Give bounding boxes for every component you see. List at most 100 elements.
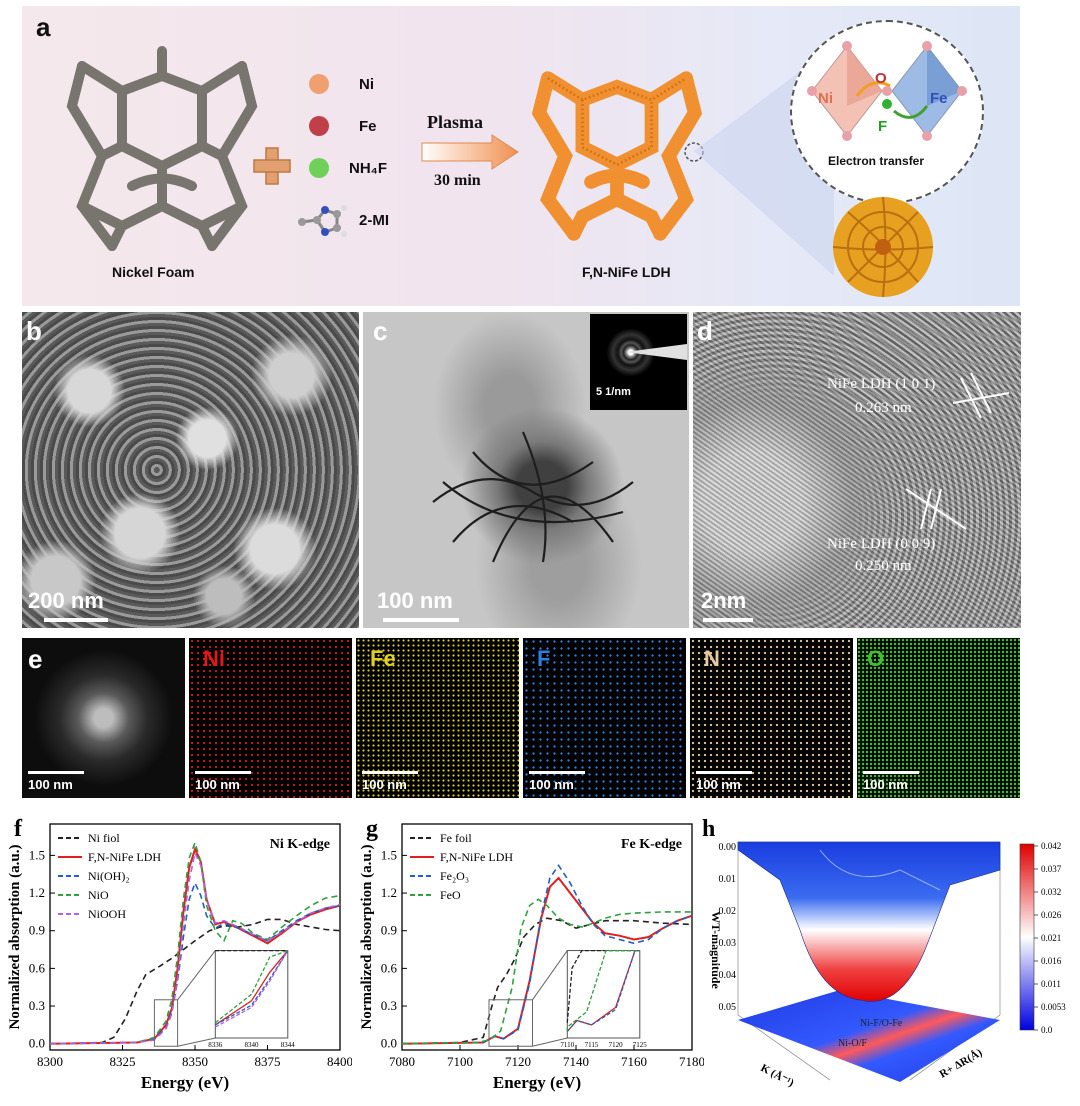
- x-tick-label: 7080: [389, 1054, 415, 1069]
- y-tick-label: 0.3: [381, 998, 397, 1013]
- map-scale-label-2: 100 nm: [362, 777, 407, 792]
- inset-series-line-0: [566, 949, 640, 1023]
- panel-letter-d: d: [697, 316, 713, 346]
- legend-label-4: NiOOH: [88, 907, 126, 921]
- x-tick-label: 7180: [679, 1054, 704, 1069]
- inset-series-line-1: [214, 950, 289, 1026]
- colorbar-tick-label: 0.0: [1041, 1025, 1053, 1035]
- tem-sheet-strokes: [432, 431, 634, 563]
- inset-frame: [566, 950, 641, 1039]
- y-tick-label: 0.3: [29, 998, 45, 1013]
- duration-label: 30 min: [434, 172, 481, 189]
- scale-label-b: 200 nm: [28, 588, 104, 613]
- colorbar: [1019, 843, 1035, 1031]
- inset-series-line-3: [214, 949, 289, 1024]
- saed-scale-label: 5 1/nm: [596, 386, 631, 398]
- zoom-connector: [177, 1037, 216, 1047]
- inset-fe-label: Fe: [930, 90, 948, 107]
- y-tick-label: 1.5: [29, 847, 45, 862]
- z-tick-label: 0.00: [719, 842, 737, 853]
- plasma-label: Plasma: [427, 112, 483, 132]
- legend-label-1: F,N-NiFe LDH: [440, 850, 513, 864]
- octahedra-icon: [807, 41, 967, 141]
- legend-nh4f-label: NH₄F: [349, 160, 387, 177]
- map-scale-3: 100 nm: [529, 771, 585, 792]
- y-tick-label: 0.0: [29, 1036, 45, 1051]
- fe-sphere-icon: [309, 116, 329, 136]
- chart-title: Fe K-edge: [621, 837, 682, 852]
- colorbar-tick-label: 0.037: [1041, 864, 1062, 874]
- electron-transfer-caption: Electron transfer: [828, 154, 925, 168]
- nh4f-sphere-icon: [309, 158, 329, 178]
- y-tick-label: 0.0: [381, 1036, 397, 1051]
- colorbar-tick-label: 0.0053: [1041, 1002, 1066, 1012]
- colorbar-tick-label: 0.021: [1041, 933, 1061, 943]
- plot-frame: [401, 823, 693, 1051]
- inset-x-tick-label: 7115: [585, 1041, 599, 1049]
- scale-bar-b: 200 nm: [28, 588, 108, 622]
- y-axis-label: Normalized absorption (a.u.): [359, 845, 375, 1030]
- haadf-map: e 100 nm: [22, 638, 185, 798]
- legend-label-3: NiO: [88, 888, 109, 902]
- o-map: O 100 nm: [857, 638, 1020, 798]
- colorbar-tick-label: 0.011: [1041, 979, 1061, 989]
- wt-surface-ridge: [819, 849, 941, 891]
- x-tick-label: 8350: [182, 1054, 208, 1069]
- x-tick-label: 8300: [37, 1054, 63, 1069]
- annotation-ni-f-o-fe: Ni-F/O-Fe: [860, 1018, 903, 1029]
- plasma-arrow: [421, 134, 519, 170]
- map-scale-1: 100 nm: [195, 771, 251, 792]
- z-tick-label: 0.02: [719, 906, 737, 917]
- lattice-marker-1: [952, 372, 1010, 419]
- chart-title: Ni K-edge: [270, 837, 330, 852]
- scale-line-c: [383, 618, 459, 622]
- map-scale-label-5: 100 nm: [863, 777, 908, 792]
- legend-label-1: F,N-NiFe LDH: [88, 850, 161, 864]
- z-axis-label: WT-magnitude: [709, 911, 723, 989]
- coated-foam-illustration: [531, 71, 703, 241]
- nickel-foam-label: Nickel Foam: [112, 264, 195, 280]
- panel-e-eds-maps: e 100 nm Ni 100 nm Fe 100 nm F 100 nm N …: [22, 638, 1020, 800]
- nanoflower-icon: [832, 196, 934, 298]
- panel-letter-a: a: [36, 12, 51, 42]
- colorbar-tick-label: 0.026: [1041, 910, 1062, 920]
- map-scale-2: 100 nm: [362, 771, 418, 792]
- inset-series-line-3: [566, 949, 640, 1032]
- y-tick-label: 1.5: [381, 847, 397, 862]
- reagent-legend: Ni Fe NH₄F 2-MI: [298, 72, 437, 262]
- nickel-foam-illustration: [66, 46, 258, 251]
- map-scale-0: 100 nm: [28, 771, 84, 792]
- fringe-label-2-spacing: 0.250 nm: [855, 558, 912, 574]
- beam-stop-icon: [625, 344, 687, 360]
- scale-label-d: 2nm: [701, 588, 747, 613]
- y-axis-label: Normalized absorption (a.u.): [7, 845, 23, 1030]
- x-tick-label: 8400: [327, 1054, 352, 1069]
- wt-floor-heatmap: [738, 990, 1000, 1082]
- x-tick-label: 7140: [563, 1054, 589, 1069]
- legend-ni-label: Ni: [359, 76, 374, 93]
- inset-x-tick-label: 7120: [609, 1041, 624, 1049]
- fringe-label-1-plane: NiFe LDH (1 0 1): [827, 376, 936, 392]
- ni-sphere-icon: [309, 74, 329, 94]
- panel-d-hrtem-image: d NiFe LDH (1 0 1) 0.263 nm NiFe LDH (0 …: [693, 312, 1021, 628]
- legend-label-0: Ni fiol: [88, 831, 120, 845]
- annotation-ni-o-f: Ni-O/F: [838, 1038, 867, 1049]
- x-axis-label-h: K (Å⁻¹): [759, 1062, 796, 1090]
- y-tick-label: 0.9: [29, 923, 45, 938]
- inset-o-label: O: [875, 70, 887, 87]
- map-label-1: Ni: [203, 646, 225, 671]
- y-tick-label: 1.2: [381, 885, 397, 900]
- zoom-connector: [177, 950, 216, 1001]
- x-tick-label: 7160: [621, 1054, 647, 1069]
- map-label-4: N: [704, 646, 720, 671]
- plus-icon: [253, 147, 291, 185]
- y-tick-label: 0.9: [381, 923, 397, 938]
- legend-label-2: Ni(OH)₂: [88, 869, 130, 883]
- colorbar-ticks: 0.042 0.037 0.032 0.026 0.021 0.016 0.011 0.005…: [1034, 841, 1066, 1035]
- series-line-2: [401, 863, 693, 1045]
- x-axis-label: Energy (eV): [493, 1073, 581, 1092]
- y-tick-label: 1.2: [29, 885, 45, 900]
- x-tick-label: 7120: [505, 1054, 531, 1069]
- x-tick-label: 8325: [110, 1054, 136, 1069]
- inset-ni-label: Ni: [818, 90, 833, 107]
